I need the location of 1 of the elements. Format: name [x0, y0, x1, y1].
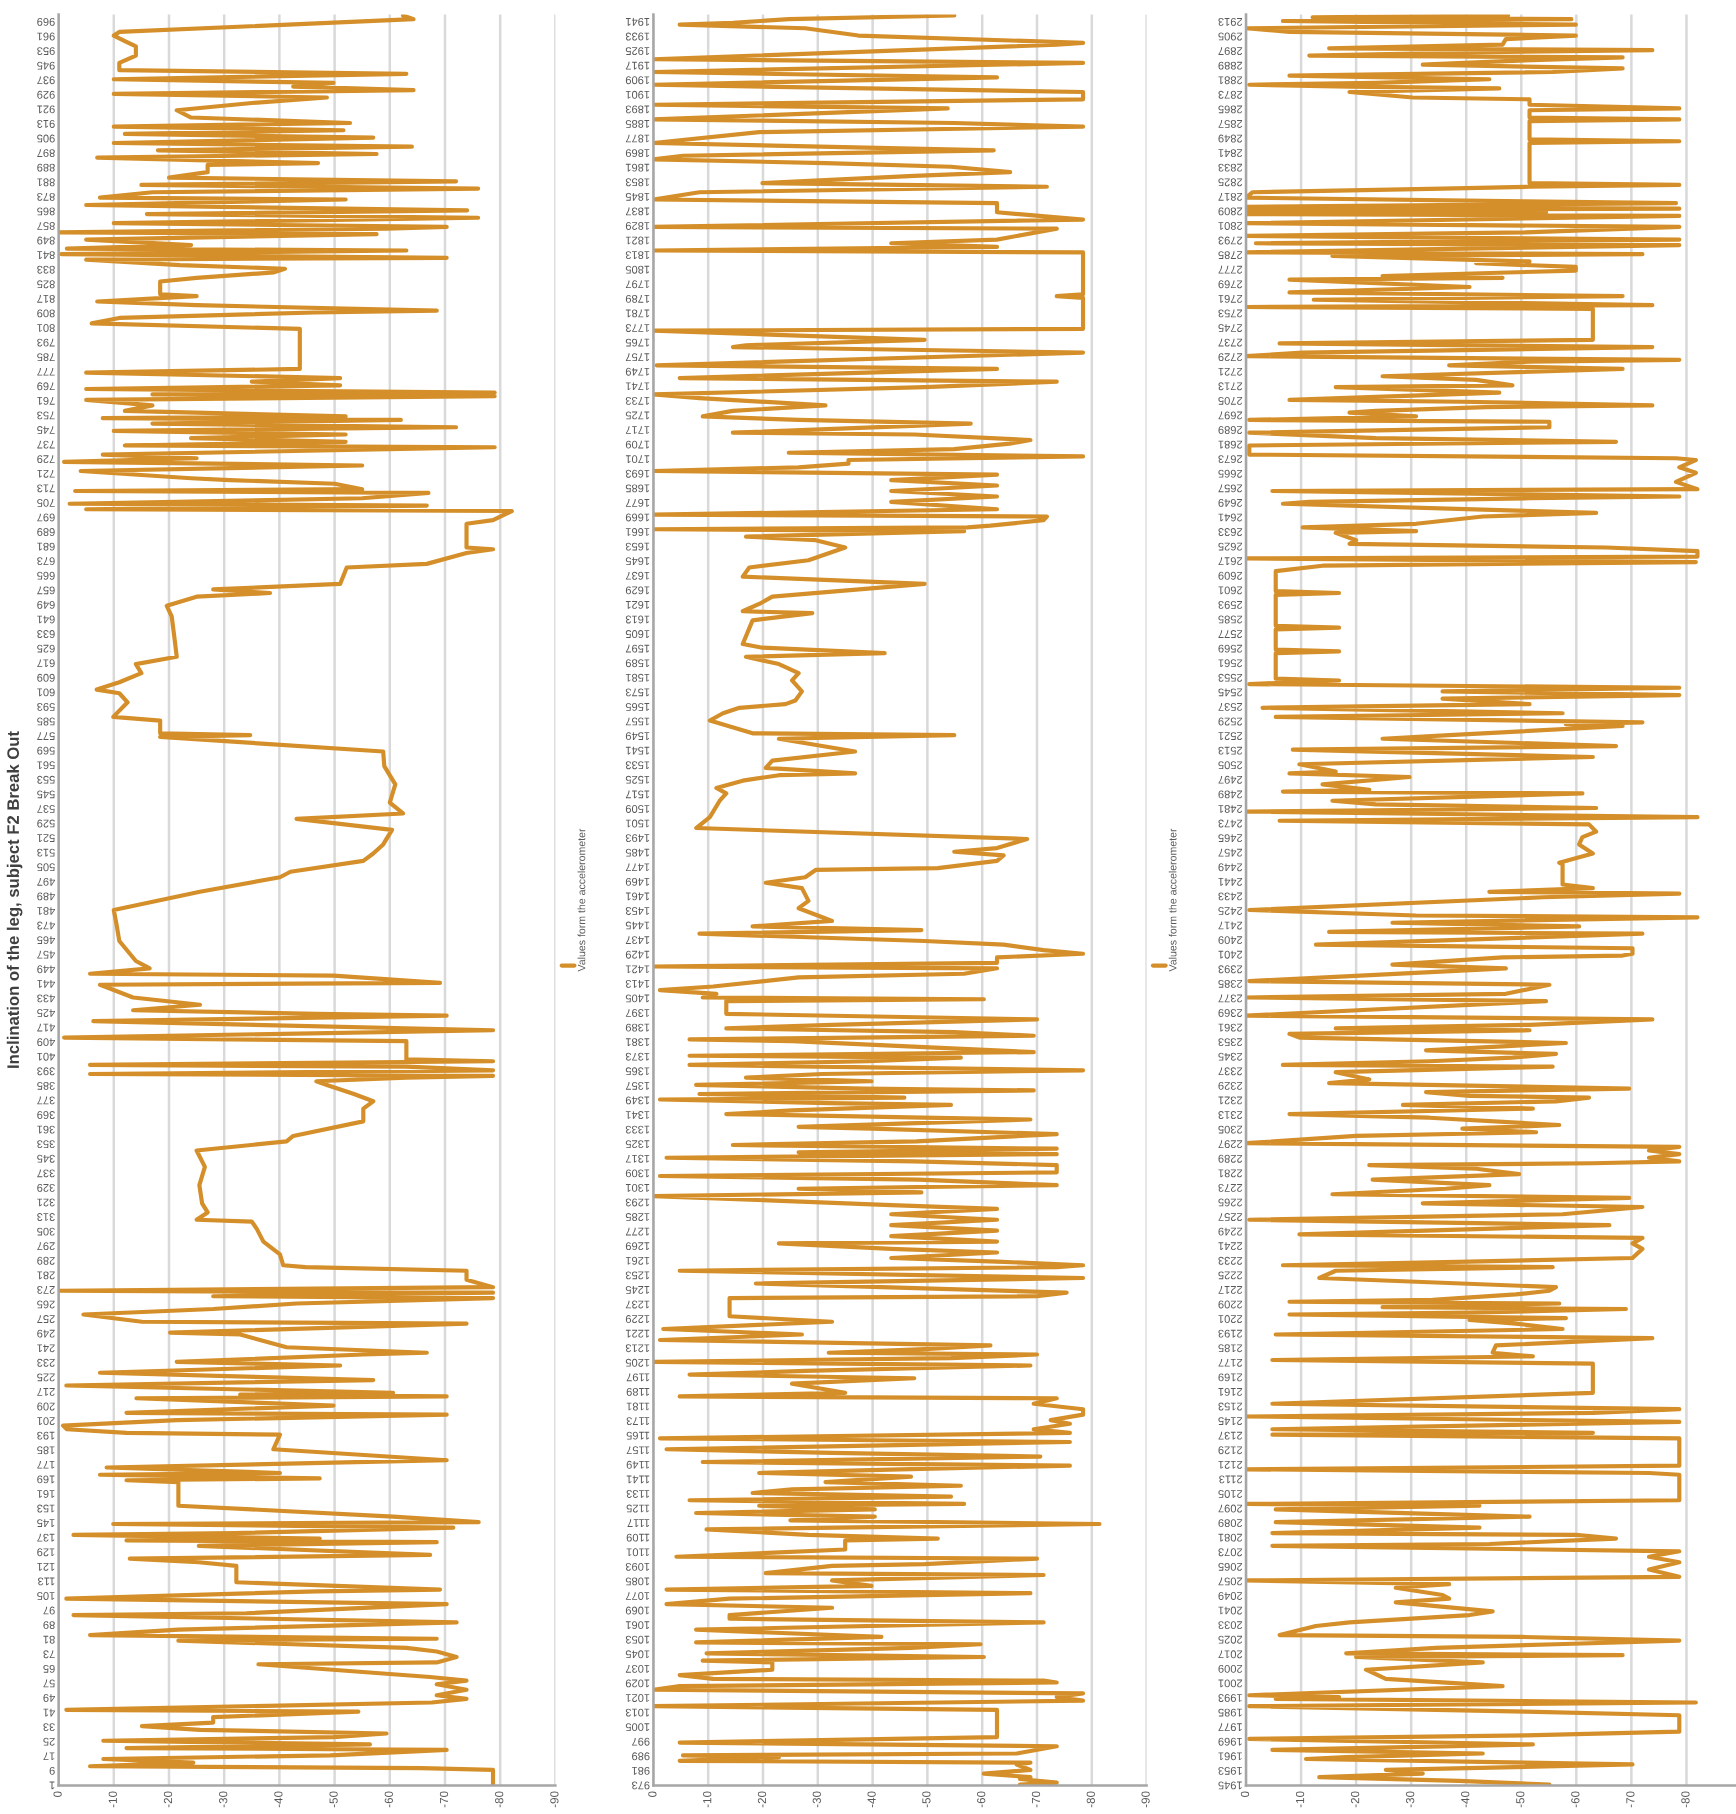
- text: Inclination of the leg, subject F2 Break Out: [6, 731, 23, 1068]
